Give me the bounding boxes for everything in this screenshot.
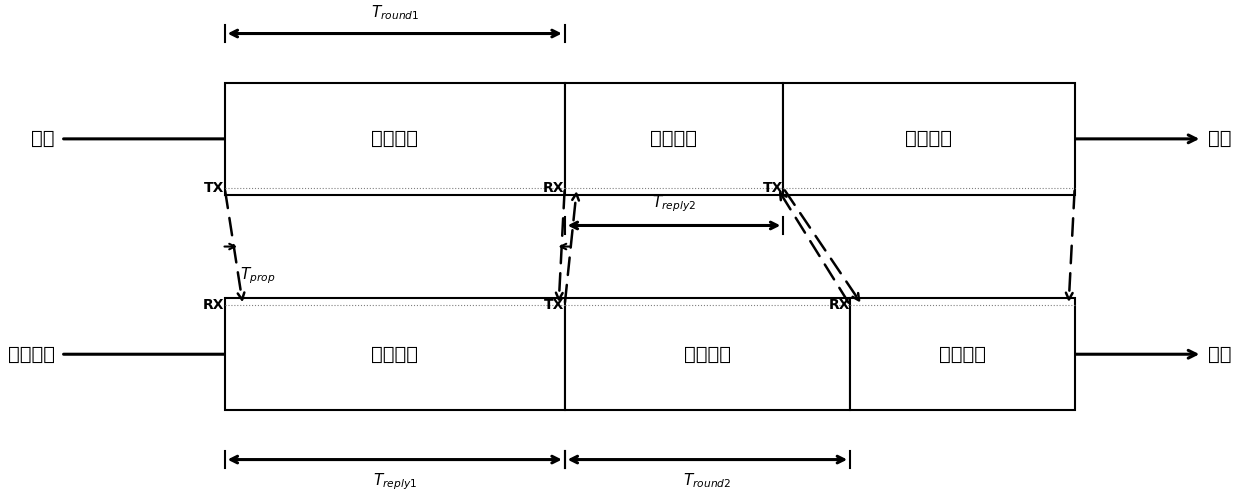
Text: 最终消息: 最终消息 xyxy=(939,345,986,364)
Text: TX: TX xyxy=(205,181,224,195)
Bar xyxy=(224,298,564,410)
Text: 响应消息: 响应消息 xyxy=(651,129,697,148)
Text: $T_{prop}$: $T_{prop}$ xyxy=(239,265,275,286)
Bar xyxy=(564,83,784,195)
Text: 标签: 标签 xyxy=(31,129,55,148)
Text: 时间: 时间 xyxy=(1208,345,1231,364)
Text: 信标节点: 信标节点 xyxy=(7,345,55,364)
Text: $T_{reply1}$: $T_{reply1}$ xyxy=(373,471,417,492)
Text: TX: TX xyxy=(544,298,564,312)
Text: RX: RX xyxy=(828,298,851,312)
Bar xyxy=(784,83,1075,195)
Text: 初始消息: 初始消息 xyxy=(371,345,418,364)
Text: RX: RX xyxy=(203,298,224,312)
Text: $T_{reply2}$: $T_{reply2}$ xyxy=(652,193,696,214)
Text: $T_{round1}$: $T_{round1}$ xyxy=(371,3,419,22)
Text: 响应消息: 响应消息 xyxy=(684,345,730,364)
Text: 初始消息: 初始消息 xyxy=(371,129,418,148)
Text: $T_{round2}$: $T_{round2}$ xyxy=(683,471,732,490)
Bar xyxy=(851,298,1075,410)
Bar xyxy=(564,298,851,410)
Text: TX: TX xyxy=(763,181,784,195)
Text: 最终消息: 最终消息 xyxy=(905,129,952,148)
Text: 时间: 时间 xyxy=(1208,129,1231,148)
Bar xyxy=(224,83,564,195)
Text: RX: RX xyxy=(543,181,564,195)
